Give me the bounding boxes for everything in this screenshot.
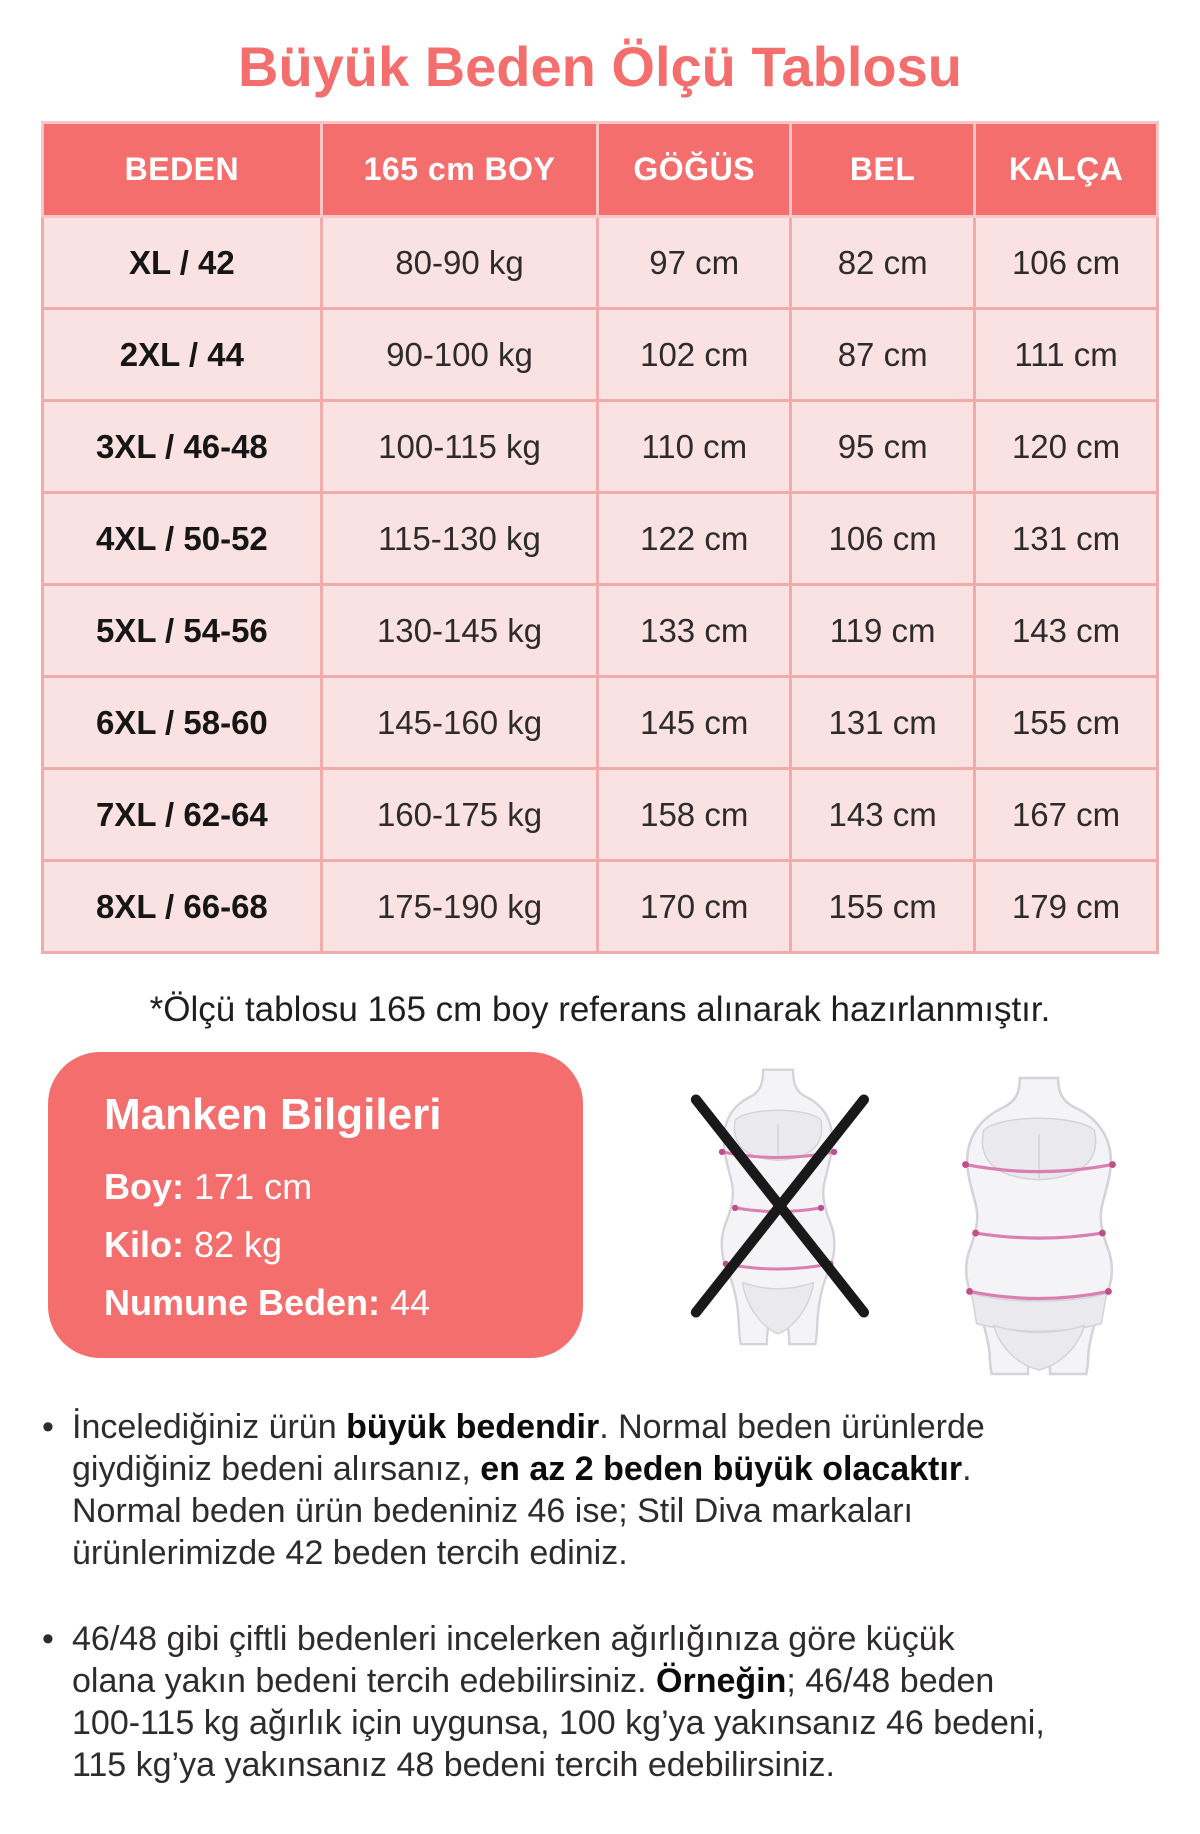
measurement-cell: 87 cm [789,307,977,402]
measurement-cell: 80-90 kg [319,215,600,310]
measurement-cell: 100-115 kg [319,399,600,494]
measurement-figures [681,1052,1145,1376]
column-header: BEL [789,121,977,218]
model-info-fields: Boy: 171 cm Kilo: 82 kg Numune Beden: 44 [104,1166,553,1324]
size-label-cell: 7XL / 62-64 [41,767,323,862]
measurement-cell: 102 cm [596,307,793,402]
measurement-cell: 106 cm [973,215,1159,310]
size-table-header: BEDEN 165 cm BOY GÖĞÜS BEL KALÇA [41,121,1159,218]
notes-list: • İncelediğiniz ürün büyük bedendir. Norm… [42,1406,1154,1786]
model-info-value: 82 kg [183,1224,283,1265]
x-mark-icon [690,1094,870,1318]
measurement-cell: 155 cm [789,859,977,954]
measurement-cell: 155 cm [973,675,1159,770]
table-row: 5XL / 54-56 130-145 kg 133 cm 119 cm 143 cm [41,583,1159,678]
measurement-cell: 160-175 kg [319,767,600,862]
size-label-cell: XL / 42 [41,215,323,310]
measurement-cell: 170 cm [596,859,793,954]
measurement-cell: 130-145 kg [319,583,600,678]
model-info-section: Manken Bilgileri Boy: 171 cm Kilo: 82 kg N… [48,1052,1200,1376]
model-info-card: Manken Bilgileri Boy: 171 cm Kilo: 82 kg N… [48,1052,583,1358]
model-info-label: Boy: [104,1166,184,1207]
measurement-cell: 145-160 kg [319,675,600,770]
table-footnote: *Ölçü tablosu 165 cm boy referans alınar… [149,990,1051,1029]
measurement-cell: 90-100 kg [319,307,600,402]
table-row: 6XL / 58-60 145-160 kg 145 cm 131 cm 155 cm [41,675,1159,770]
measurement-cell: 158 cm [596,767,793,862]
model-info-value: 44 [380,1282,431,1323]
measurement-cell: 82 cm [789,215,977,310]
size-label-cell: 8XL / 66-68 [41,859,323,954]
model-info-line: Boy: 171 cm [104,1166,553,1208]
measurement-cell: 95 cm [789,399,977,494]
measurement-cell: 122 cm [596,491,793,586]
measurement-cell: 106 cm [789,491,977,586]
measurement-cell: 110 cm [596,399,793,494]
model-info-value: 171 cm [184,1166,313,1207]
slim-body-crossed-icon [681,1066,877,1346]
measurement-cell: 143 cm [789,767,977,862]
plus-size-body-icon [933,1074,1145,1376]
size-label-cell: 2XL / 44 [41,307,323,402]
measurement-cell: 179 cm [973,859,1159,954]
column-header: GÖĞÜS [596,121,793,218]
size-table-body: XL / 42 80-90 kg 97 cm 82 cm 106 cm 2XL / 44 9… [41,215,1159,954]
size-label-cell: 5XL / 54-56 [41,583,323,678]
bullet-marker: • [42,1408,54,1446]
column-header: 165 cm BOY [319,121,600,218]
measurement-cell: 143 cm [973,583,1159,678]
note-item: • 46/48 gibi çiftli bedenleri incelerken … [42,1618,1154,1786]
model-info-label: Kilo: [104,1224,184,1265]
measurement-cell: 111 cm [973,307,1159,402]
model-info-line: Kilo: 82 kg [104,1224,553,1266]
measurement-cell: 145 cm [596,675,793,770]
measurement-cell: 131 cm [789,675,977,770]
measurement-cell: 131 cm [973,491,1159,586]
table-row: 7XL / 62-64 160-175 kg 158 cm 143 cm 167 cm [41,767,1159,862]
measurement-cell: 97 cm [596,215,793,310]
measurement-cell: 119 cm [789,583,977,678]
size-table: BEDEN 165 cm BOY GÖĞÜS BEL KALÇA XL / 42 80-9… [41,121,1159,954]
model-info-label: Numune Beden: [104,1282,381,1323]
size-label-cell: 6XL / 58-60 [41,675,323,770]
table-row: 2XL / 44 90-100 kg 102 cm 87 cm 111 cm [41,307,1159,402]
note-item: • İncelediğiniz ürün büyük bedendir. Norm… [42,1406,1154,1574]
measurement-cell: 115-130 kg [319,491,600,586]
bullet-marker: • [42,1620,54,1658]
table-row: 4XL / 50-52 115-130 kg 122 cm 106 cm 131 cm [41,491,1159,586]
page-title: Büyük Beden Ölçü Tablosu [238,35,962,98]
measurement-cell: 120 cm [973,399,1159,494]
column-header: BEDEN [41,121,323,218]
table-row: 3XL / 46-48 100-115 kg 110 cm 95 cm 120 cm [41,399,1159,494]
size-label-cell: 3XL / 46-48 [41,399,323,494]
model-info-title: Manken Bilgileri [104,1090,442,1139]
note-text: 46/48 gibi çiftli bedenleri incelerken a… [72,1620,1045,1784]
column-header: KALÇA [973,121,1159,218]
measurement-cell: 133 cm [596,583,793,678]
measurement-cell: 175-190 kg [319,859,600,954]
model-info-line: Numune Beden: 44 [104,1282,553,1324]
size-label-cell: 4XL / 50-52 [41,491,323,586]
table-row: XL / 42 80-90 kg 97 cm 82 cm 106 cm [41,215,1159,310]
measurement-cell: 167 cm [973,767,1159,862]
note-text: İncelediğiniz ürün büyük bedendir. Norma… [72,1408,985,1572]
table-row: 8XL / 66-68 175-190 kg 170 cm 155 cm 179 cm [41,859,1159,954]
header-row: BEDEN 165 cm BOY GÖĞÜS BEL KALÇA [41,121,1159,218]
